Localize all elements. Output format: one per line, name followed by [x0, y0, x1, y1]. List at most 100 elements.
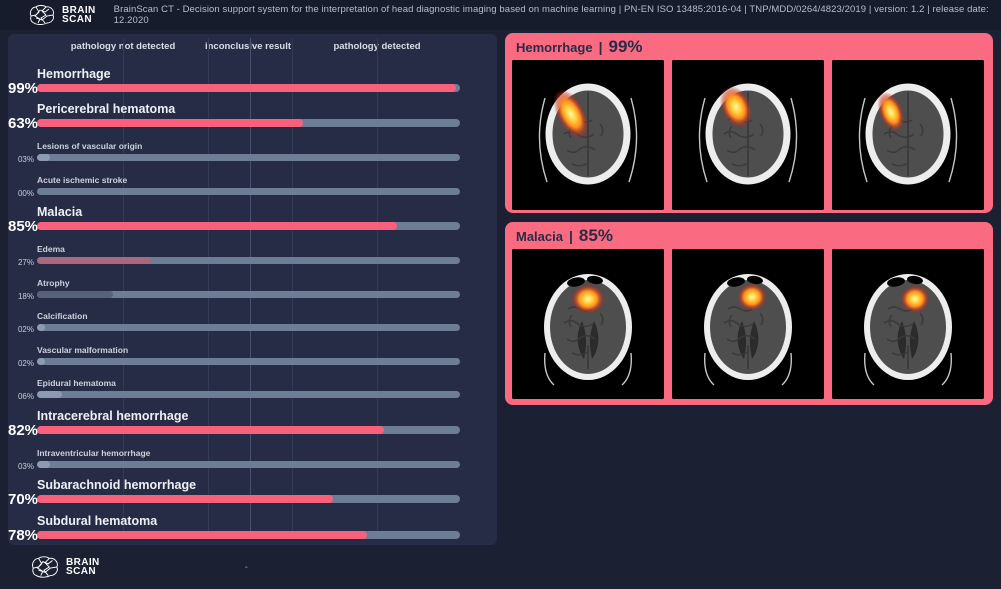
probability-value: 00% [17, 188, 34, 198]
ct-scan-image[interactable] [672, 249, 824, 399]
probability-value: 18% [17, 291, 34, 301]
logo-text: BRAIN SCAN [62, 5, 96, 25]
pathology-label: Malacia [37, 205, 83, 220]
pathology-label: Acute ischemic stroke [37, 174, 128, 185]
card-title-name: Malacia [516, 229, 563, 244]
pathology-row[interactable]: 85% Malacia [8, 199, 497, 235]
brain-logo-icon [28, 4, 56, 26]
pathology-label: Epidural hematoma [37, 378, 116, 389]
probability-value: 02% [17, 358, 34, 368]
probability-bar-fill [37, 153, 50, 161]
pathology-label: Edema [37, 243, 65, 254]
axis-label-inconclusive: inconclusive result [204, 41, 292, 52]
pathology-row[interactable]: 82% Intracerebral hemorrhage [8, 402, 497, 439]
card-title-percent: 85% [578, 226, 613, 245]
ct-scan-image[interactable] [512, 249, 664, 399]
ct-scan-image[interactable] [672, 60, 824, 210]
pathology-row[interactable]: 63% Pericerebral hematoma [8, 96, 497, 132]
probability-bar-fill [37, 324, 46, 332]
brain-logo-icon [30, 555, 60, 579]
probability-bar-track [37, 460, 460, 468]
probability-bar-fill [37, 426, 384, 435]
pathology-label: Subdural hematoma [37, 514, 158, 528]
pathology-label: Intracerebral hemorrhage [37, 409, 189, 424]
probability-value: 27% [17, 257, 34, 267]
probability-bar-track [37, 426, 460, 435]
gridline [292, 38, 293, 539]
probability-bar-track [37, 495, 460, 504]
pathology-row[interactable]: 03% Intraventricular hemorrhage [8, 438, 497, 472]
app-title: BrainScan CT - Decision support system f… [113, 4, 989, 26]
probability-value: 03% [17, 154, 34, 164]
gridline [123, 38, 124, 539]
probability-bar-fill [37, 222, 397, 231]
probability-bar-fill [37, 391, 63, 399]
pathology-label: Hemorrhage [37, 66, 111, 81]
probability-bar-fill [37, 290, 114, 298]
probability-bar-fill [37, 83, 456, 92]
top-header: BRAIN SCAN BrainScan CT - Decision suppo… [0, 0, 1001, 30]
gridline [377, 38, 378, 539]
probability-value: 85% [8, 218, 39, 236]
scan-strip [505, 249, 993, 399]
pathology-row[interactable]: 02% Vascular malformation [8, 335, 497, 369]
probability-bar-fill [37, 531, 367, 539]
pathology-label: Pericerebral hematoma [37, 102, 176, 117]
probability-bar-track [37, 324, 460, 332]
probability-bar-track [37, 119, 460, 128]
finding-card-hemorrhage: Hemorrhage | 99% [505, 33, 993, 213]
probability-value: 06% [17, 392, 34, 402]
finding-card-malacia: Malacia | 85% [505, 222, 993, 405]
pathology-panel: pathology not detected inconclusive resu… [8, 34, 497, 545]
ct-scan-image[interactable] [832, 249, 984, 399]
pathology-row[interactable]: 99% Hemorrhage [8, 60, 497, 97]
pathology-rows: 99% Hemorrhage 63% Pericerebral hematoma… [8, 58, 497, 544]
axis-labels: pathology not detected inconclusive resu… [8, 34, 497, 58]
probability-bar-track [37, 256, 460, 264]
probability-value: 03% [17, 461, 34, 471]
pathology-row[interactable]: 06% Epidural hematoma [8, 369, 497, 403]
pathology-row[interactable]: 00% Acute ischemic stroke [8, 165, 497, 199]
pathology-row[interactable]: 78% Subdural hematoma [8, 507, 497, 544]
probability-bar-track [37, 290, 460, 298]
pathology-label: Calcification [37, 311, 88, 322]
logo-text: BRAIN SCAN [66, 557, 100, 577]
card-title: Malacia | 85% [505, 222, 993, 249]
probability-bar-fill [37, 119, 304, 128]
pathology-row[interactable]: 02% Calcification [8, 302, 497, 336]
pathology-row[interactable]: 03% Lesions of vascular origin [8, 131, 497, 165]
probability-bar-fill [37, 460, 50, 468]
probability-bar-track [37, 187, 460, 195]
probability-bar-fill [37, 256, 152, 264]
card-title-separator: | [598, 39, 603, 55]
probability-bar-fill [37, 495, 334, 504]
pathology-label: Lesions of vascular origin [37, 140, 143, 151]
card-title-separator: | [568, 228, 573, 244]
probability-bar-fill [37, 357, 46, 365]
probability-bar-track [37, 222, 460, 231]
card-title-name: Hemorrhage [516, 40, 593, 55]
probability-bar-track [37, 153, 460, 161]
pathology-label: Atrophy [37, 277, 70, 288]
scan-strip [505, 60, 993, 210]
pathology-label: Subarachnoid hemorrhage [37, 478, 197, 493]
card-title-percent: 99% [608, 37, 643, 56]
gridline [208, 38, 209, 539]
gridline [250, 38, 251, 539]
pathology-row[interactable]: 27% Edema [8, 234, 497, 268]
probability-value: 02% [17, 325, 34, 335]
brainscan-logo-footer: BRAIN SCAN [30, 555, 100, 579]
footer-dash: - [244, 561, 249, 573]
pathology-row[interactable]: 70% Subarachnoid hemorrhage [8, 472, 497, 508]
probability-bar-track [37, 83, 460, 92]
pathology-row[interactable]: 18% Atrophy [8, 268, 497, 302]
probability-bar-track [37, 357, 460, 365]
pathology-label: Vascular malformation [37, 344, 129, 355]
ct-scan-image[interactable] [832, 60, 984, 210]
probability-bar-track [37, 391, 460, 399]
brainscan-logo: BRAIN SCAN [28, 4, 96, 26]
probability-bar-track [37, 531, 460, 539]
ct-scan-image[interactable] [512, 60, 664, 210]
pathology-label: Intraventricular hemorrhage [37, 447, 151, 458]
footer: BRAIN SCAN - [0, 545, 1001, 589]
